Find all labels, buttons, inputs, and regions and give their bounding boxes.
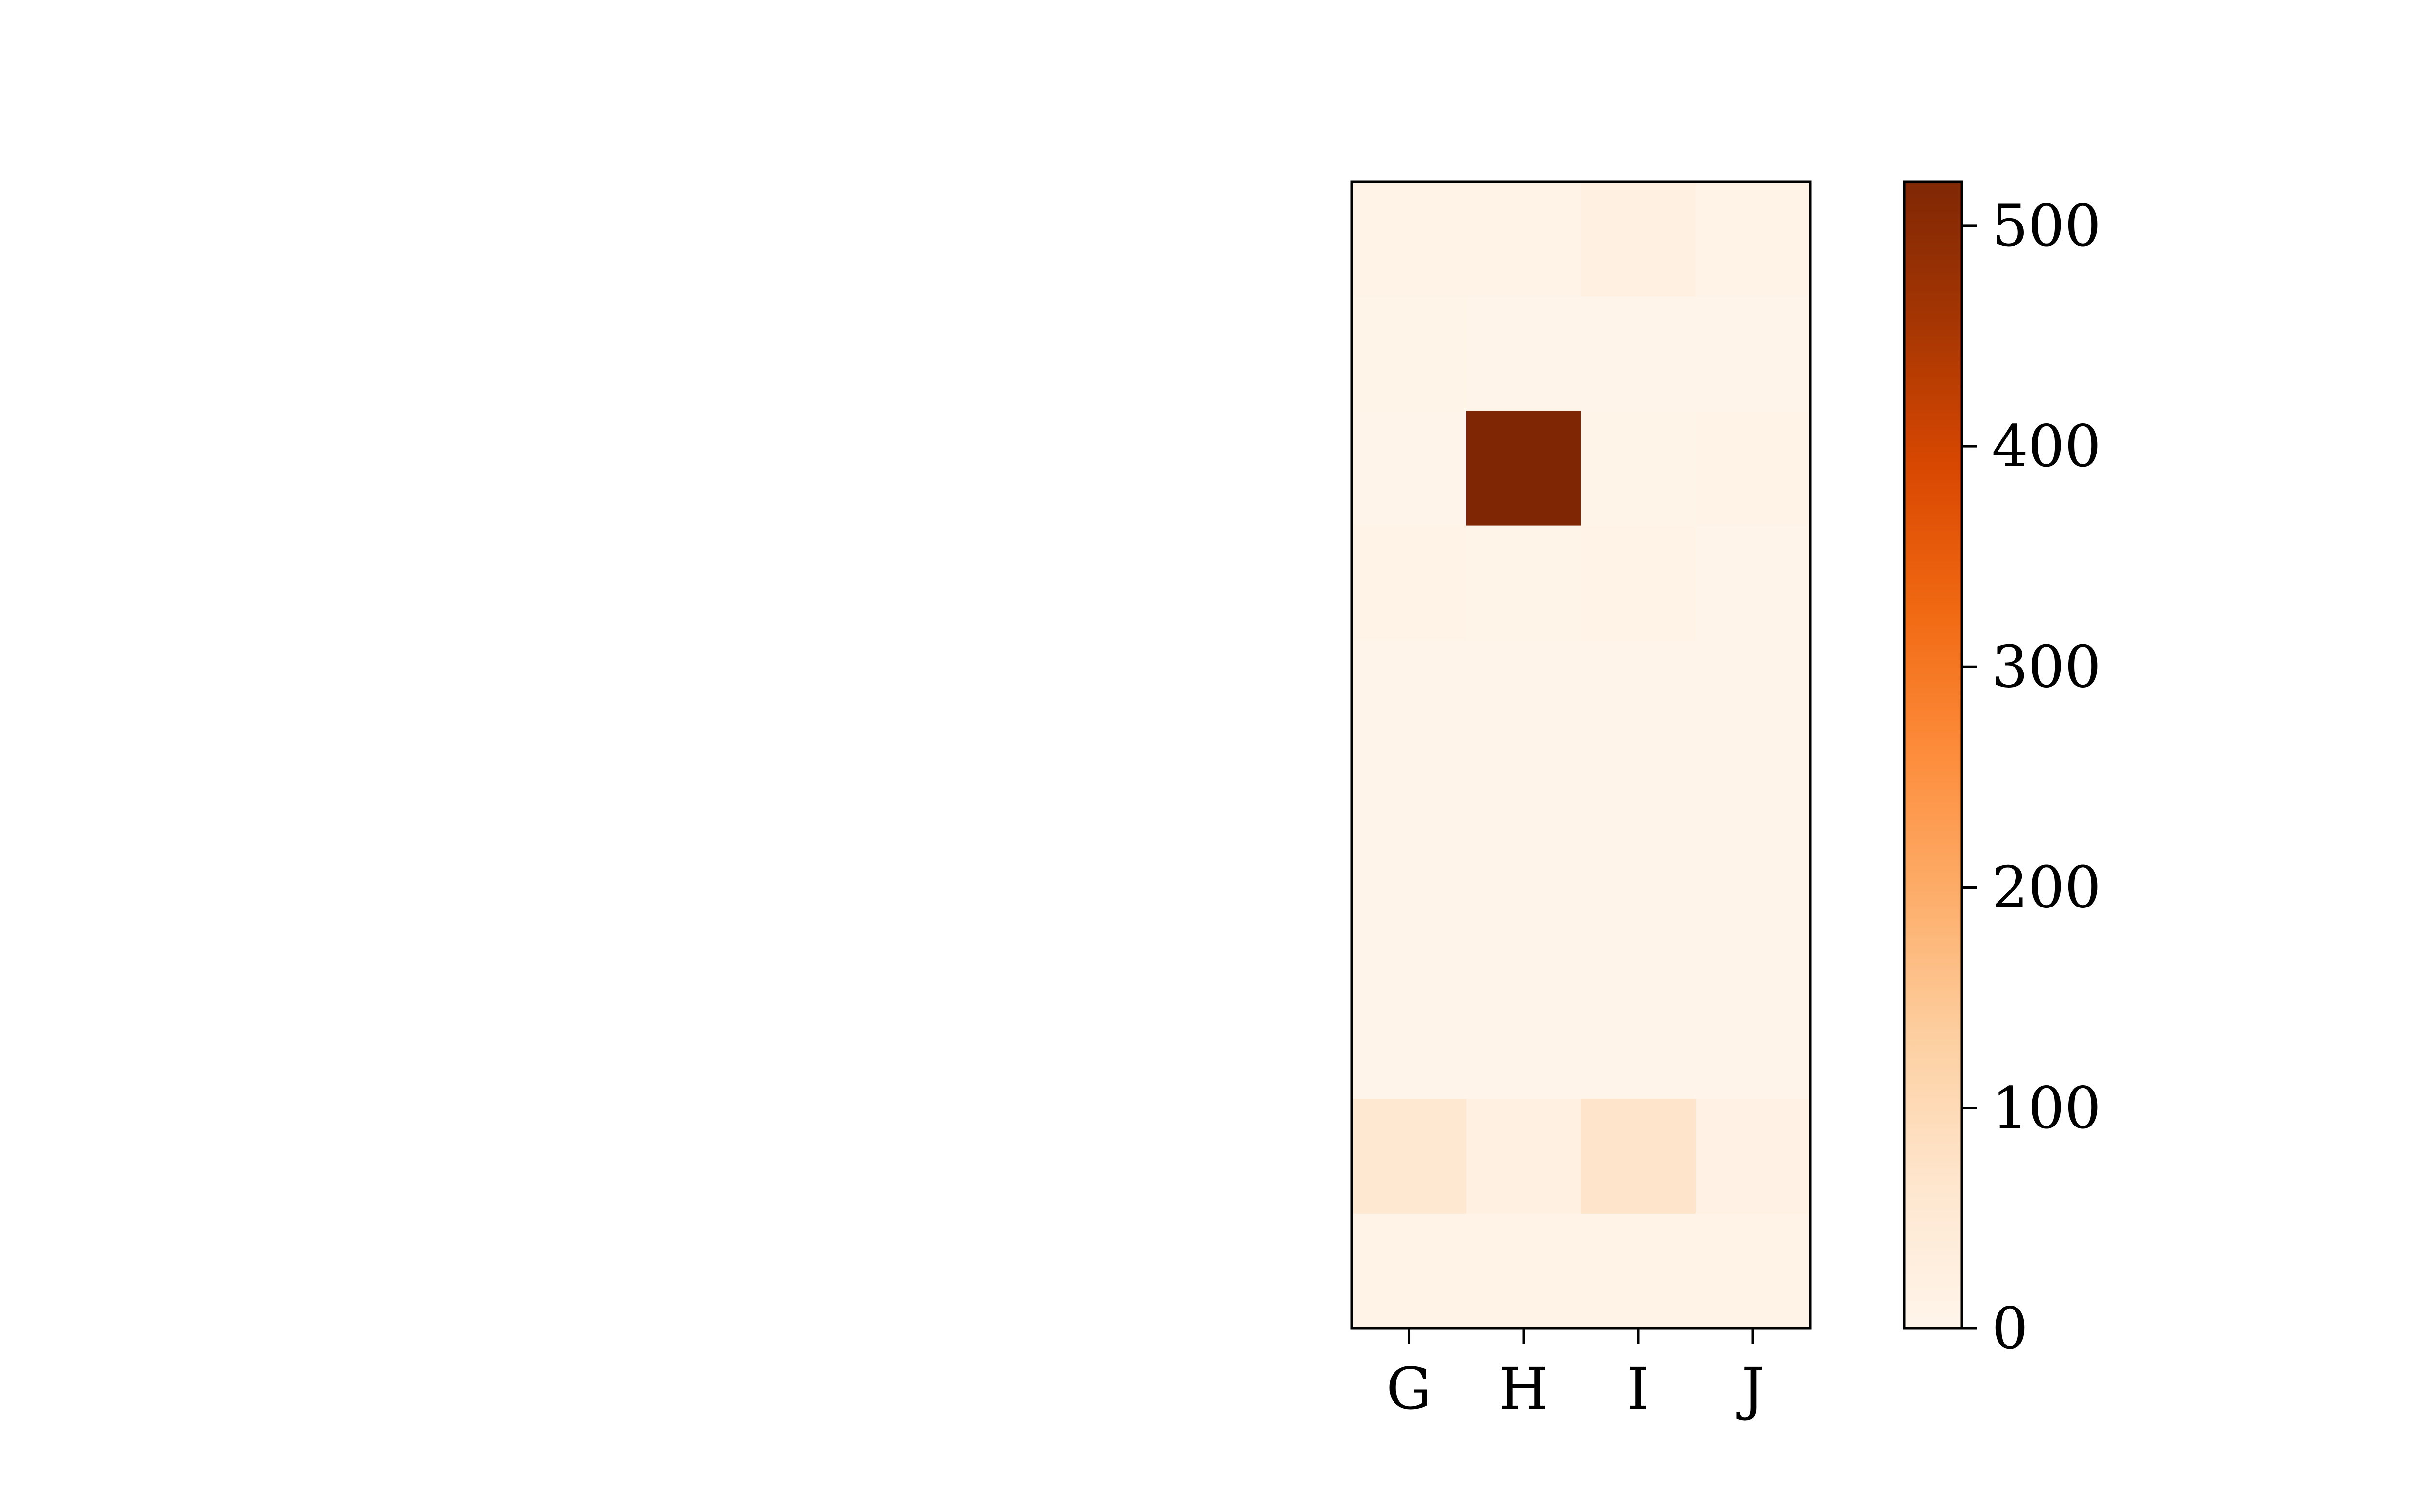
x-tick-label: G	[1386, 1355, 1432, 1422]
heatmap-cell	[1581, 1099, 1696, 1214]
heatmap-cell	[1581, 525, 1696, 641]
heatmap-cell	[1466, 182, 1581, 297]
colorbar-tick-label: 400	[1992, 413, 2101, 480]
heatmap-cell	[1352, 984, 1467, 1100]
heatmap-cell	[1466, 1213, 1581, 1329]
heatmap-cell	[1466, 296, 1581, 411]
colorbar-axis: 0 100 200 300 400 500	[1962, 192, 2101, 1362]
colorbar-tick-label: 0	[1992, 1295, 2028, 1362]
heatmap-cell	[1466, 870, 1581, 985]
x-tick-label: J	[1736, 1355, 1764, 1422]
heatmap-cell	[1696, 870, 1811, 985]
heatmap-cell	[1696, 1099, 1811, 1214]
heatmap-cell	[1466, 640, 1581, 756]
heatmap-cell	[1696, 1213, 1811, 1329]
heatmap-cell	[1581, 1213, 1696, 1329]
heatmap-cell	[1696, 984, 1811, 1100]
heatmap-cell	[1696, 411, 1811, 526]
heatmap-cell	[1581, 755, 1696, 870]
heatmap-cells	[1352, 182, 1811, 1329]
heatmap-cell	[1466, 984, 1581, 1100]
heatmap-cell	[1466, 411, 1581, 526]
colorbar-tick-label: 500	[1992, 192, 2101, 259]
heatmap-cell	[1581, 640, 1696, 756]
colorbar-tick-label: 300	[1992, 633, 2101, 700]
heatmap-frame	[1350, 180, 1812, 1330]
heatmap-cell	[1581, 411, 1696, 526]
heatmap-cell	[1696, 640, 1811, 756]
heatmap-cell	[1352, 411, 1467, 526]
heatmap-cell	[1696, 755, 1811, 870]
heatmap-cell	[1352, 296, 1467, 411]
heatmap-cell	[1352, 755, 1467, 870]
heatmap-cell	[1352, 182, 1467, 297]
heatmap-cell	[1466, 1099, 1581, 1214]
x-tick-label: H	[1499, 1355, 1549, 1422]
heatmap-cell	[1352, 870, 1467, 985]
heatmap-cell	[1696, 525, 1811, 641]
heatmap-cell	[1696, 182, 1811, 297]
x-tick-label: I	[1627, 1355, 1650, 1422]
colorbar	[1903, 180, 1963, 1330]
heatmap-cell	[1581, 984, 1696, 1100]
heatmap-cell	[1581, 870, 1696, 985]
heatmap-cell	[1581, 296, 1696, 411]
heatmap-cell	[1352, 640, 1467, 756]
heatmap-cell	[1696, 296, 1811, 411]
heatmap-cell	[1466, 755, 1581, 870]
heatmap-cell	[1352, 1213, 1467, 1329]
heatmap-cell	[1352, 1099, 1467, 1214]
colorbar-tick-label: 100	[1992, 1075, 2101, 1142]
colorbar-tick-label: 200	[1992, 854, 2101, 921]
heatmap-cell	[1352, 525, 1467, 641]
heatmap-cell	[1581, 182, 1696, 297]
heatmap-cell	[1466, 525, 1581, 641]
